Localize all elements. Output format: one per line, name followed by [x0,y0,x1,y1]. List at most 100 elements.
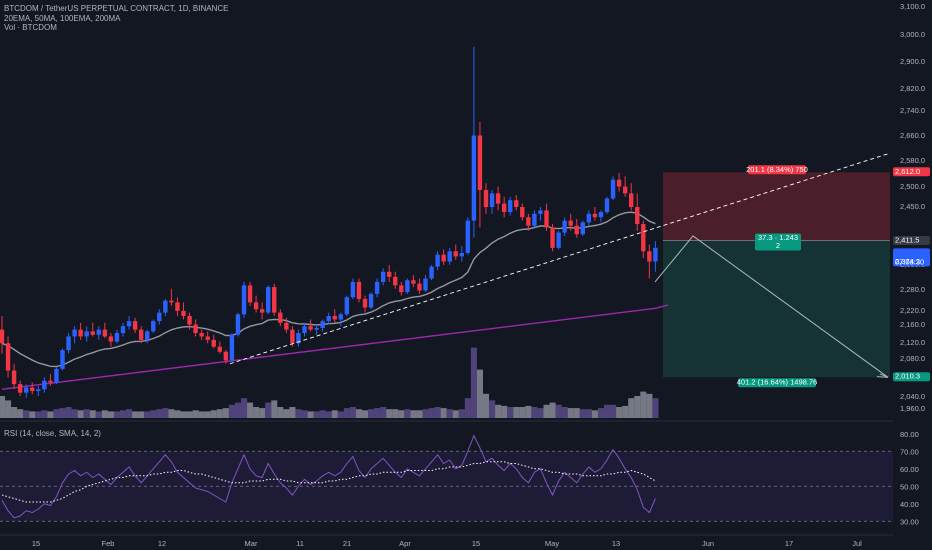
volume-bar [549,402,556,418]
candle-body [11,370,17,385]
volume-bar [634,396,641,418]
volume-bar [337,411,344,418]
candle-body [223,351,229,361]
last-price-badge-bg [893,248,930,267]
candle-body [266,287,271,313]
rsi-tick-label: 40.00 [900,500,919,509]
candle-body [187,316,192,325]
volume-bar [362,410,369,418]
candle-body [84,331,89,337]
volume-bar [355,409,362,418]
volume-bar [289,407,296,418]
candle-body [526,217,531,226]
volume-bar [428,408,435,418]
volume-bar [17,409,24,418]
volume-bar [204,411,211,418]
candle-body [308,326,313,330]
time-tick-label: 15 [472,539,480,548]
volume-bar [410,410,417,418]
volume-bar [132,411,139,418]
candle-body [332,316,337,320]
volume-bar [489,400,496,418]
candle-body [181,310,186,317]
candle-body [477,135,483,190]
candle-body [132,321,138,330]
volume-bar [71,409,78,418]
candle-body [538,210,543,214]
volume-bar [525,405,532,418]
volume-bar [0,396,6,418]
volume-bar [555,404,562,418]
volume-bar [101,410,108,418]
volume-bar [567,408,574,418]
volume-bar [422,409,429,418]
candle-body [235,314,241,335]
volume-bar [210,410,217,418]
target-badge: 401.2 (16.64%) 1498.76 [737,378,817,387]
volume-bar [198,411,205,418]
candle-body [157,312,162,322]
stop-badge: 201.1 (8.34%) 750 [746,165,808,174]
volume-bar [616,407,623,418]
volume-bar [507,407,514,418]
volume-bar [349,407,356,418]
ma-line-purple [1,304,669,390]
candle-body [326,316,331,322]
indicator-legend[interactable]: 20EMA, 50MA, 100EMA, 200MA [4,14,121,23]
rr-badge-line1: 37.3 · 1.243 [758,233,798,242]
candle-body [30,387,35,391]
volume-bar [283,409,290,418]
countdown-label: 07:03:30 [895,257,924,266]
candle-body [393,276,398,286]
volume-bar [65,407,72,418]
volume-legend[interactable]: Vol · BTCDOM [4,23,57,32]
candle-body [641,224,646,252]
candle-body [0,329,5,344]
candle-body [647,251,652,262]
volume-bar [622,405,629,418]
candles [0,46,658,398]
candle-body [429,266,434,279]
candle-body [151,321,156,332]
candle-body [380,271,386,282]
volume-bar [531,407,538,418]
volume-bar [126,409,133,418]
volume-bar [23,410,30,418]
candle-body [229,334,235,361]
volume-bar [392,409,399,418]
time-tick-label: 15 [32,539,40,548]
candle-body [483,189,489,207]
volume-bar [95,411,102,418]
rsi-sma-line [1,461,656,503]
volume-bar [156,409,163,418]
rsi-tick-label: 80.00 [900,430,919,439]
rsi-line [1,434,656,519]
candle-body [495,193,501,204]
volume-bar [222,408,229,418]
volume-bar [610,404,617,418]
candle-body [338,314,343,320]
volume-bar [495,404,502,418]
volume-bar [138,411,145,418]
volume-bar [53,409,60,418]
candle-body [145,331,150,340]
candle-body [296,333,301,344]
candle-body [290,329,295,344]
candle-body [508,200,513,213]
candle-body [48,380,53,383]
candle-body [102,329,108,337]
volume-bar [591,410,598,418]
volume-bar [77,410,84,418]
time-tick-label: Mar [245,539,258,548]
volume-bar [519,407,526,418]
rsi-legend[interactable]: RSI (14, close, SMA, 14, 2) [4,429,101,438]
time-tick-label: 17 [785,539,793,548]
volume-bar [307,411,314,418]
volume-bar [168,409,175,418]
candle-body [604,198,610,213]
volume-bar [319,410,326,418]
candle-body [423,278,428,291]
price-tick-label: 3,000.0 [900,30,925,39]
volume-bar [216,409,223,418]
